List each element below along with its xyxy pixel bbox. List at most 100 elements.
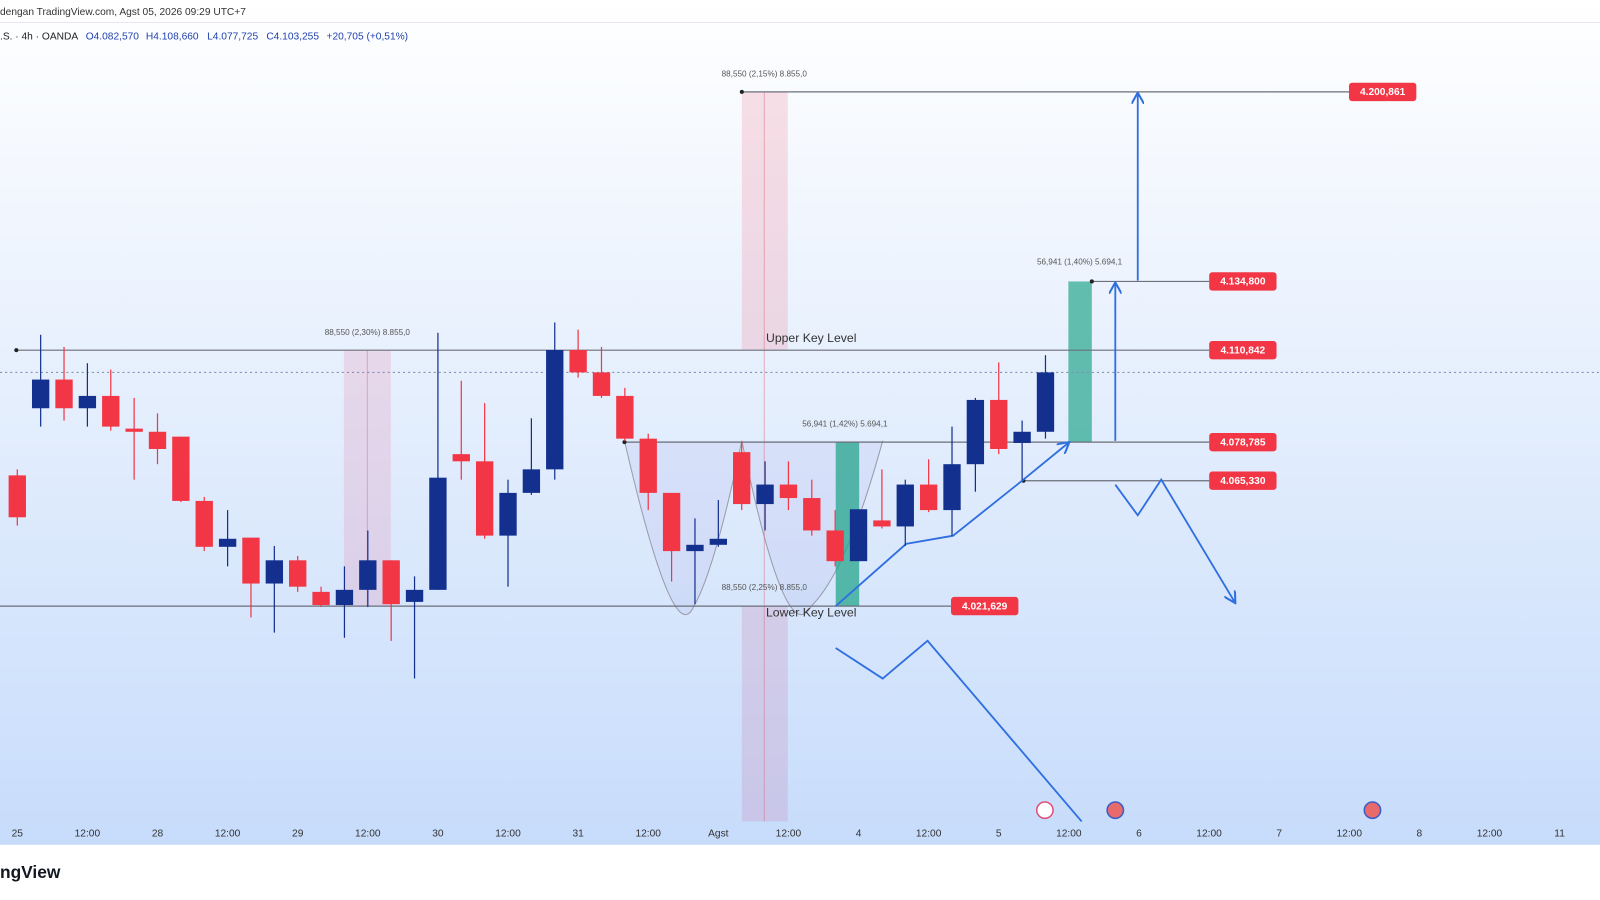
candle-body: [405, 589, 424, 602]
annotation: 56,941 (1,40%) 5.694,1: [1037, 257, 1123, 266]
candle-body: [195, 500, 213, 547]
candle-body: [733, 452, 751, 505]
candle-body: [8, 475, 26, 518]
level-anchor: [1089, 279, 1094, 284]
header-symbol: .S. · 4h · OANDA: [0, 31, 78, 42]
candle-body: [873, 520, 891, 527]
candle-body: [966, 399, 985, 465]
x-tick-label: 8: [1417, 828, 1423, 839]
candle-body: [31, 379, 50, 409]
candle-body: [522, 469, 541, 493]
x-tick-label: 28: [152, 828, 164, 839]
level-label-box: [951, 596, 1019, 616]
x-tick-label: Agst: [708, 828, 729, 839]
header-source: dengan TradingView.com, Agst 05, 2026 09…: [0, 7, 246, 18]
candle-body: [990, 399, 1008, 449]
x-tick-label: 12:00: [776, 828, 802, 839]
x-tick-label: 12:00: [355, 828, 381, 839]
annotation: 88,550 (2,30%) 8.855,0: [325, 328, 411, 337]
x-tick-label: 25: [12, 828, 24, 839]
candle-body: [592, 372, 611, 396]
candle-body: [452, 454, 470, 462]
level-label: 4.078,785: [1220, 437, 1266, 448]
annotation: Lower Key Level: [766, 605, 856, 619]
drawing-arrow: [835, 639, 1083, 823]
candle-body: [312, 591, 330, 606]
x-tick-label: 6: [1136, 828, 1142, 839]
candle-body: [919, 484, 938, 511]
candle-body: [569, 350, 587, 373]
event-icon[interactable]: [1363, 801, 1382, 820]
candle-body: [102, 395, 120, 427]
x-tick-label: 4: [856, 828, 862, 839]
candle-body: [803, 498, 821, 531]
footer-background: [0, 844, 1600, 900]
candle-body: [943, 464, 961, 511]
annotation: 56,941 (1,42%) 5.694,1: [802, 420, 888, 429]
candle-body: [335, 589, 354, 606]
x-tick-label: 12:00: [635, 828, 661, 839]
event-icon[interactable]: [1035, 801, 1054, 820]
x-tick-label: 12:00: [1477, 828, 1503, 839]
candle-body: [382, 560, 400, 605]
candle-body: [1036, 372, 1055, 432]
range-box: [835, 442, 860, 607]
header-close: C4.103,255: [266, 31, 319, 42]
header-low: L4.077,725: [207, 31, 258, 42]
x-tick-label: 30: [432, 828, 444, 839]
x-tick-label: 12:00: [1337, 828, 1363, 839]
range-box: [1068, 281, 1092, 443]
event-icon[interactable]: [1106, 801, 1125, 820]
plot-background: [0, 0, 1600, 845]
x-tick-label: 12:00: [916, 828, 942, 839]
x-tick-label: 12:00: [215, 828, 241, 839]
candle-body: [1013, 431, 1031, 443]
candle-body: [218, 538, 237, 547]
level-anchor: [622, 440, 627, 445]
candle-body: [639, 438, 657, 493]
level-label: 4.134,800: [1220, 277, 1266, 288]
level-label: 4.065,330: [1220, 476, 1266, 487]
candle-body: [78, 395, 97, 409]
level-anchor: [14, 348, 19, 353]
annotation: Upper Key Level: [766, 331, 856, 345]
footer-logo: ngView: [0, 862, 61, 882]
header-change: +20,705 (+0,51%): [327, 31, 409, 42]
candle-body: [686, 544, 704, 552]
candle-body: [125, 428, 143, 432]
x-tick-label: 29: [292, 828, 304, 839]
level-label-box: [1209, 432, 1277, 452]
candle-body: [849, 509, 868, 562]
candle-body: [148, 431, 167, 449]
level-label-box: [1209, 272, 1277, 291]
level-label-box: [1348, 82, 1417, 102]
level-label: 4.021,629: [962, 601, 1008, 612]
candle-body: [475, 461, 494, 536]
x-tick-label: 12:00: [1056, 828, 1082, 839]
candle-body: [359, 560, 377, 590]
annotation: 88,550 (2,15%) 8.855,0: [722, 70, 808, 79]
x-tick-label: 7: [1276, 828, 1282, 839]
candle-body: [896, 484, 914, 527]
candle-body: [756, 484, 774, 505]
x-tick-label: 11: [1554, 828, 1565, 839]
level-label: 4.110,842: [1220, 345, 1265, 356]
x-tick-label: 12:00: [75, 828, 101, 839]
candle-body: [289, 560, 307, 587]
x-tick-label: 5: [996, 828, 1002, 839]
annotation: 88,550 (2,25%) 8.855,0: [722, 583, 808, 592]
drawing-arrow: [1114, 477, 1234, 602]
candle-body: [172, 436, 190, 501]
header-open: O4.082,570: [86, 31, 140, 42]
candle-body: [709, 538, 728, 545]
level-anchor: [739, 89, 744, 94]
candle-body: [826, 530, 844, 562]
candle-body: [429, 477, 447, 590]
candle-body: [55, 379, 73, 409]
candle-body: [499, 492, 517, 536]
candle-body: [662, 492, 681, 552]
level-label: 4.200,861: [1360, 87, 1406, 98]
header-high: H4.108,660: [146, 31, 199, 42]
